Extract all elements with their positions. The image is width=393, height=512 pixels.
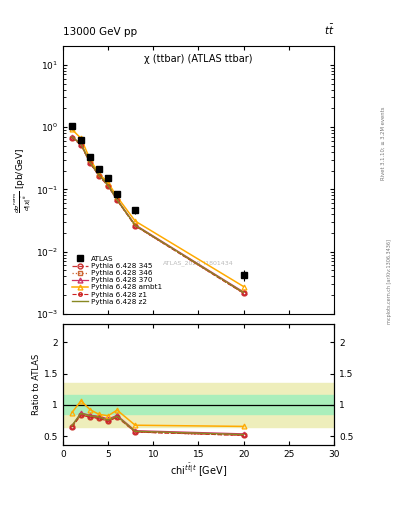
Pythia 6.428 370 [241,289,246,295]
Pythia 6.428 346 [106,183,110,189]
Pythia 6.428 ambt1 [79,135,83,141]
Line: Pythia 6.428 ambt1: Pythia 6.428 ambt1 [70,127,246,289]
Pythia 6.428 z1 [115,197,119,203]
Pythia 6.428 345 [115,197,119,203]
Pythia 6.428 ambt1 [70,126,74,133]
Pythia 6.428 345 [88,160,92,166]
Pythia 6.428 z1 [133,223,138,229]
X-axis label: chi$^{t\bar{t}|t}$ [GeV]: chi$^{t\bar{t}|t}$ [GeV] [170,462,227,479]
Text: ATLAS_2020_I1801434: ATLAS_2020_I1801434 [163,260,234,266]
Pythia 6.428 345 [70,135,74,141]
Pythia 6.428 345 [241,290,246,296]
Pythia 6.428 370 [115,196,119,202]
Pythia 6.428 z1 [106,183,110,189]
Pythia 6.428 z2 [241,290,246,296]
Pythia 6.428 z1 [241,290,246,296]
Pythia 6.428 346 [97,173,101,179]
Pythia 6.428 z2 [133,222,138,228]
Line: Pythia 6.428 370: Pythia 6.428 370 [70,134,246,294]
Pythia 6.428 ambt1 [106,180,110,186]
Line: Pythia 6.428 345: Pythia 6.428 345 [70,135,246,295]
Text: 13000 GeV pp: 13000 GeV pp [63,27,137,37]
Pythia 6.428 z1 [70,135,74,141]
Pythia 6.428 ambt1 [115,194,119,200]
Pythia 6.428 z2 [70,134,74,140]
Text: mcplots.cern.ch [arXiv:1306.3436]: mcplots.cern.ch [arXiv:1306.3436] [387,239,391,324]
Pythia 6.428 z2 [88,159,92,165]
Pythia 6.428 z1 [79,142,83,148]
Pythia 6.428 345 [79,142,83,148]
Pythia 6.428 ambt1 [241,284,246,290]
Pythia 6.428 z2 [115,197,119,203]
Pythia 6.428 z2 [97,172,101,178]
Pythia 6.428 345 [106,183,110,189]
Pythia 6.428 370 [106,181,110,187]
Line: Pythia 6.428 346: Pythia 6.428 346 [70,135,246,295]
Pythia 6.428 370 [70,134,74,140]
Pythia 6.428 370 [97,172,101,178]
Y-axis label: $\frac{d\sigma^{\rm norm}}{d|\chi|^{t\bar{t}}}$ [pb/GeV]: $\frac{d\sigma^{\rm norm}}{d|\chi|^{t\ba… [12,147,33,212]
Pythia 6.428 370 [79,141,83,147]
Pythia 6.428 346 [241,290,246,296]
Text: χ (ttbar) (ATLAS ttbar): χ (ttbar) (ATLAS ttbar) [144,54,253,64]
Pythia 6.428 z2 [106,182,110,188]
Pythia 6.428 346 [79,142,83,148]
Line: Pythia 6.428 z2: Pythia 6.428 z2 [72,137,244,293]
Pythia 6.428 ambt1 [133,218,138,224]
Line: Pythia 6.428 z1: Pythia 6.428 z1 [70,136,245,295]
Legend: ATLAS, Pythia 6.428 345, Pythia 6.428 346, Pythia 6.428 370, Pythia 6.428 ambt1,: ATLAS, Pythia 6.428 345, Pythia 6.428 34… [69,253,165,308]
Pythia 6.428 345 [97,173,101,179]
Pythia 6.428 345 [133,223,138,229]
Text: Rivet 3.1.10; ≥ 3.2M events: Rivet 3.1.10; ≥ 3.2M events [381,106,386,180]
Pythia 6.428 346 [115,197,119,203]
Pythia 6.428 346 [88,160,92,166]
Pythia 6.428 370 [133,222,138,228]
Pythia 6.428 346 [70,135,74,141]
Y-axis label: Ratio to ATLAS: Ratio to ATLAS [32,354,41,415]
Pythia 6.428 346 [133,223,138,229]
Pythia 6.428 z1 [88,160,92,166]
Pythia 6.428 ambt1 [97,170,101,177]
Pythia 6.428 370 [88,159,92,165]
Pythia 6.428 z2 [79,141,83,147]
Text: $t\bar{t}$: $t\bar{t}$ [323,23,334,37]
Pythia 6.428 ambt1 [88,156,92,162]
Pythia 6.428 z1 [97,173,101,179]
